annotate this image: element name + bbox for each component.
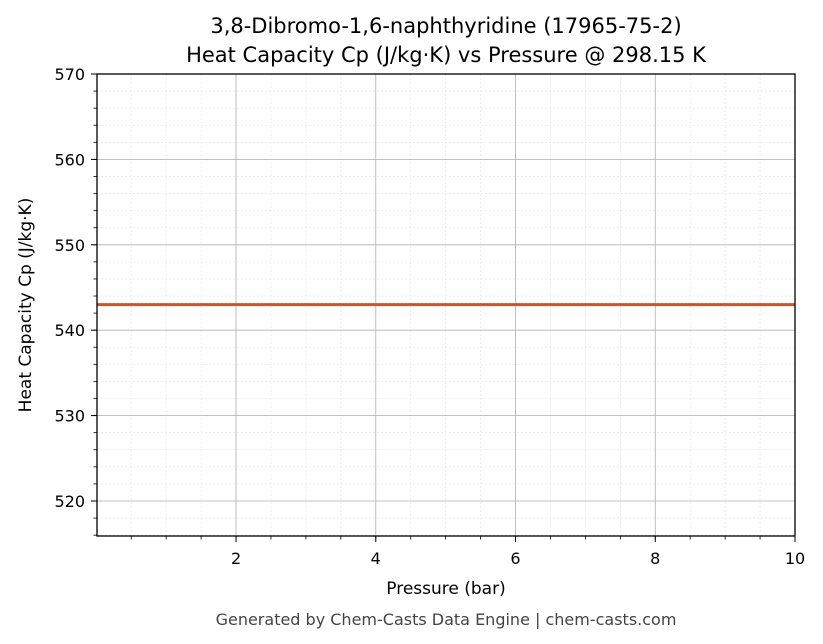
- x-tick-label: 10: [785, 549, 805, 568]
- x-tick-labels: 2 4 6 8 10: [231, 549, 805, 568]
- y-tick-label: 540: [54, 321, 85, 340]
- y-tick-labels: 520 530 540 550 560 570: [54, 65, 85, 511]
- y-tick-label: 560: [54, 150, 85, 169]
- x-tick-label: 2: [231, 549, 241, 568]
- x-tick-label: 4: [371, 549, 381, 568]
- axis-ticks: [91, 73, 796, 542]
- x-tick-label: 8: [650, 549, 660, 568]
- y-tick-label: 520: [54, 492, 85, 511]
- x-axis-label: Pressure (bar): [386, 579, 505, 599]
- y-tick-label: 530: [54, 407, 85, 426]
- y-tick-label: 550: [54, 236, 85, 255]
- footer-credit: Generated by Chem-Casts Data Engine | ch…: [216, 610, 677, 629]
- chart-subtitle: Heat Capacity Cp (J/kg·K) vs Pressure @ …: [186, 43, 707, 67]
- y-axis-label: Heat Capacity Cp (J/kg·K): [16, 198, 36, 413]
- x-tick-label: 6: [510, 549, 520, 568]
- chart-title: 3,8-Dibromo-1,6-naphthyridine (17965-75-…: [210, 14, 681, 38]
- y-tick-label: 570: [54, 65, 85, 84]
